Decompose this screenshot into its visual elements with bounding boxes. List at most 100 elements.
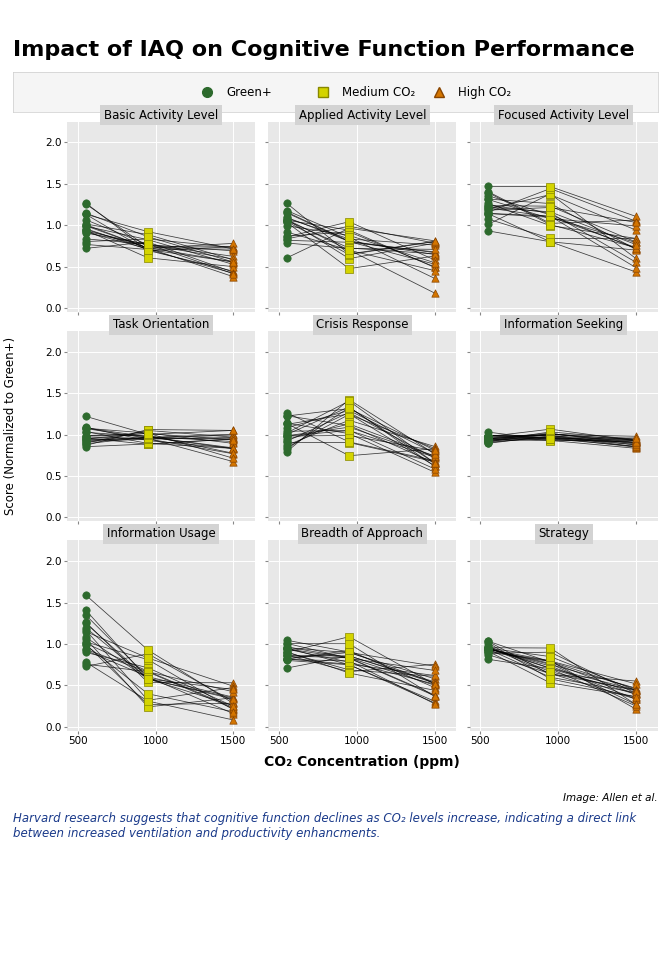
Point xyxy=(483,435,494,451)
Point xyxy=(631,214,641,229)
Point xyxy=(545,433,556,448)
Point xyxy=(545,187,556,202)
Point xyxy=(282,231,293,246)
Point xyxy=(282,416,293,432)
Point xyxy=(631,260,641,275)
Point xyxy=(429,674,440,690)
Point xyxy=(228,698,239,713)
Point xyxy=(282,661,293,676)
Point xyxy=(429,689,440,704)
Point xyxy=(228,433,239,449)
Point xyxy=(483,640,494,655)
Point xyxy=(545,218,556,233)
Point xyxy=(483,640,494,655)
Point xyxy=(282,229,293,245)
Point xyxy=(142,671,153,687)
Point xyxy=(228,446,239,461)
Point xyxy=(483,206,494,222)
Point xyxy=(142,422,153,437)
Point xyxy=(142,250,153,266)
Point xyxy=(344,407,354,422)
Point xyxy=(81,435,91,451)
Point xyxy=(483,200,494,216)
Point xyxy=(282,651,293,667)
Point xyxy=(429,456,440,471)
Point xyxy=(142,693,153,709)
Point xyxy=(142,243,153,258)
Point xyxy=(483,217,494,232)
Point xyxy=(631,439,641,455)
Point xyxy=(282,441,293,456)
Point xyxy=(429,678,440,693)
Point xyxy=(429,263,440,278)
Point xyxy=(545,208,556,223)
Point xyxy=(483,198,494,213)
Point xyxy=(429,449,440,464)
Point xyxy=(344,645,354,661)
Point xyxy=(483,647,494,663)
Point xyxy=(81,439,91,455)
Point xyxy=(483,432,494,447)
Point xyxy=(142,429,153,444)
Point xyxy=(631,701,641,716)
Point xyxy=(429,255,440,270)
Point xyxy=(631,433,641,448)
Point xyxy=(142,237,153,252)
Point xyxy=(344,416,354,432)
Point xyxy=(81,221,91,236)
Point xyxy=(228,698,239,713)
Point xyxy=(344,261,354,276)
Point xyxy=(631,241,641,256)
Point xyxy=(228,254,239,269)
Point xyxy=(282,433,293,449)
Point xyxy=(631,432,641,447)
Point xyxy=(228,690,239,706)
Point xyxy=(545,426,556,441)
Point xyxy=(142,431,153,446)
Point xyxy=(228,254,239,269)
Point xyxy=(483,635,494,650)
Point xyxy=(282,647,293,663)
Point xyxy=(344,234,354,249)
Point xyxy=(282,416,293,432)
Point xyxy=(545,181,556,197)
Point xyxy=(344,407,354,422)
Point xyxy=(545,666,556,681)
Point xyxy=(282,224,293,240)
Point xyxy=(142,423,153,438)
Point xyxy=(142,242,153,257)
Point xyxy=(282,214,293,229)
Point xyxy=(282,642,293,657)
Point xyxy=(81,424,91,439)
Point xyxy=(631,691,641,707)
Point xyxy=(483,431,494,446)
Point xyxy=(282,437,293,453)
Point xyxy=(228,430,239,445)
Point xyxy=(631,222,641,238)
Point xyxy=(81,234,91,249)
Point xyxy=(545,653,556,668)
Point xyxy=(81,241,91,256)
Point xyxy=(81,622,91,638)
Point xyxy=(631,437,641,453)
Point xyxy=(483,188,494,203)
Point xyxy=(429,259,440,274)
Point xyxy=(429,458,440,474)
Point xyxy=(344,399,354,414)
Point xyxy=(228,706,239,721)
Point xyxy=(344,643,354,658)
Point xyxy=(282,640,293,655)
Point xyxy=(545,186,556,201)
Text: CO₂ Concentration (ppm): CO₂ Concentration (ppm) xyxy=(264,755,460,769)
Point xyxy=(228,440,239,456)
Point xyxy=(228,679,239,694)
Point xyxy=(429,453,440,468)
Point xyxy=(429,234,440,249)
Point xyxy=(631,240,641,255)
Point xyxy=(228,430,239,445)
Point xyxy=(631,683,641,698)
Point xyxy=(429,252,440,268)
Point xyxy=(483,205,494,221)
Point xyxy=(282,642,293,657)
Point xyxy=(545,199,556,214)
